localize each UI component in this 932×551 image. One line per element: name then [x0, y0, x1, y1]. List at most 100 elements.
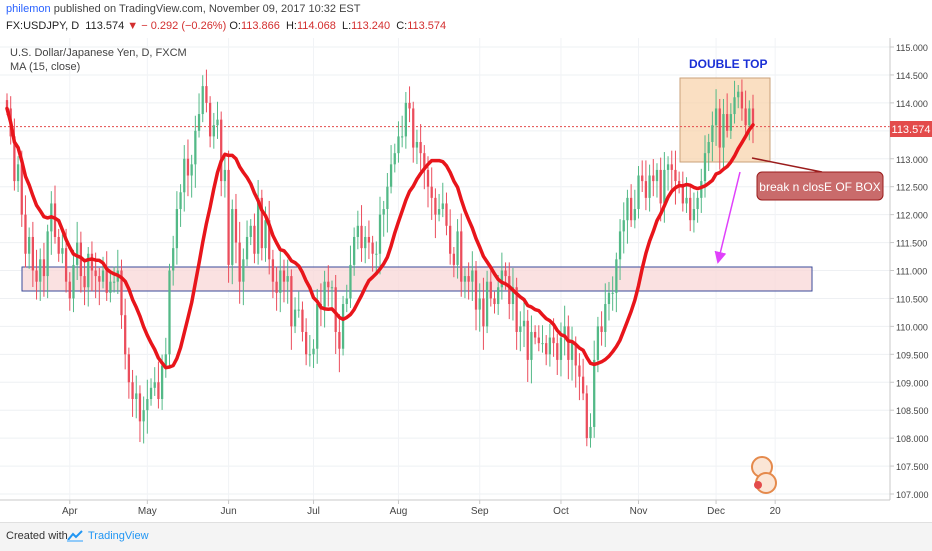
candle-body	[330, 287, 334, 289]
candles-layer	[5, 69, 755, 448]
magenta-arrow	[714, 171, 741, 264]
candle-body	[615, 259, 618, 293]
candle-body	[548, 337, 552, 355]
candle-body	[618, 231, 622, 260]
candle-body	[722, 114, 725, 148]
candle-body	[231, 209, 234, 265]
candle-body	[216, 119, 219, 126]
x-tick-label: Nov	[630, 506, 648, 517]
price-axis[interactable]: 115.000114.500114.000113.500113.000112.5…	[890, 43, 929, 500]
candle-body	[574, 343, 577, 366]
candle-body	[441, 203, 444, 210]
x-tick-label: May	[138, 506, 157, 517]
candle-body	[482, 298, 485, 327]
candle-body	[696, 197, 699, 210]
candle-body	[530, 331, 533, 360]
candle-body	[474, 270, 478, 310]
candle-body	[674, 169, 677, 182]
candle-body	[242, 259, 245, 282]
candle-body	[655, 169, 659, 182]
candle-body	[500, 270, 504, 288]
candle-body	[164, 354, 167, 366]
candle-body	[356, 225, 359, 237]
price-badge-text: 113.574	[892, 124, 931, 136]
candle-body	[28, 236, 31, 254]
candle-body	[160, 365, 164, 400]
candle-body	[264, 220, 267, 249]
candle-body	[541, 343, 544, 345]
candle-body	[430, 186, 433, 198]
price-change: − 0.292 (−0.26%)	[141, 20, 227, 32]
x-tick-label: Sep	[471, 506, 489, 517]
y-tick-label: 109.000	[896, 378, 929, 388]
tradingview-logo-icon	[67, 530, 83, 542]
candle-body	[234, 209, 238, 243]
candle-body	[389, 164, 393, 187]
candle-body	[641, 175, 644, 182]
candle-body	[629, 197, 633, 221]
candle-body	[600, 326, 603, 332]
candle-body	[197, 114, 201, 131]
candle-body	[622, 220, 625, 232]
close-label: C:	[396, 20, 408, 32]
candle-body	[718, 108, 721, 148]
x-tick-label: Jun	[221, 506, 237, 517]
candle-body	[301, 309, 304, 332]
candle-body	[316, 304, 319, 349]
candle-body	[16, 164, 20, 182]
chart-title: U.S. Dollar/Japanese Yen, D, FXCM	[10, 47, 187, 59]
candle-body	[545, 343, 548, 355]
callout-box	[756, 171, 884, 201]
candle-body	[135, 393, 138, 400]
open-value: 113.866	[240, 20, 280, 32]
y-tick-label: 113.000	[896, 155, 928, 165]
candle-body	[371, 242, 374, 254]
candle-body	[393, 153, 396, 165]
candle-body	[39, 259, 42, 282]
candle-body	[633, 209, 636, 221]
candle-body	[604, 304, 607, 332]
candle-body	[186, 158, 190, 176]
event-icons[interactable]	[751, 456, 777, 494]
y-tick-label: 107.000	[896, 490, 929, 500]
double-top-box	[679, 77, 771, 163]
candle-body	[663, 169, 666, 204]
chart-header: philemon published on TradingView.com, N…	[0, 0, 932, 38]
price-chart[interactable]: DOUBLE TOP break n closE OF BOX U.S. Dol…	[0, 38, 932, 522]
candle-body	[105, 270, 108, 293]
y-tick-label: 111.000	[896, 267, 927, 277]
candle-body	[578, 365, 581, 377]
y-tick-label: 110.500	[896, 294, 928, 304]
candle-body	[238, 242, 241, 282]
candle-body	[497, 287, 500, 305]
candle-body	[253, 225, 256, 254]
candle-body	[98, 276, 101, 282]
candle-body	[46, 231, 49, 277]
y-tick-label: 112.000	[896, 211, 928, 221]
close-value: 113.574	[407, 20, 447, 32]
candle-body	[112, 281, 116, 283]
candle-body	[648, 175, 651, 198]
y-tick-label: 114.000	[896, 99, 928, 109]
published-text: published on TradingView.com, November 0…	[53, 3, 361, 15]
candle-body	[404, 102, 407, 137]
candle-body	[449, 225, 452, 254]
candle-body	[138, 393, 142, 422]
candle-body	[212, 125, 215, 137]
open-label: O:	[229, 20, 241, 32]
candle-body	[419, 141, 422, 154]
candle-body	[670, 164, 673, 170]
candle-body	[24, 214, 27, 254]
candle-body	[515, 287, 518, 332]
time-axis[interactable]: Apr May Jun Jul Aug Sep Oct Nov Dec 20	[62, 500, 781, 517]
candle-body	[522, 320, 526, 327]
candle-body	[323, 281, 326, 310]
candle-body	[94, 270, 97, 277]
author-link[interactable]: philemon	[6, 3, 51, 15]
candle-body	[378, 214, 382, 254]
candle-body	[304, 331, 308, 355]
candle-body	[334, 287, 337, 332]
tradingview-link[interactable]: TradingView	[88, 530, 149, 542]
candle-body	[740, 91, 744, 109]
candle-body	[5, 100, 9, 109]
